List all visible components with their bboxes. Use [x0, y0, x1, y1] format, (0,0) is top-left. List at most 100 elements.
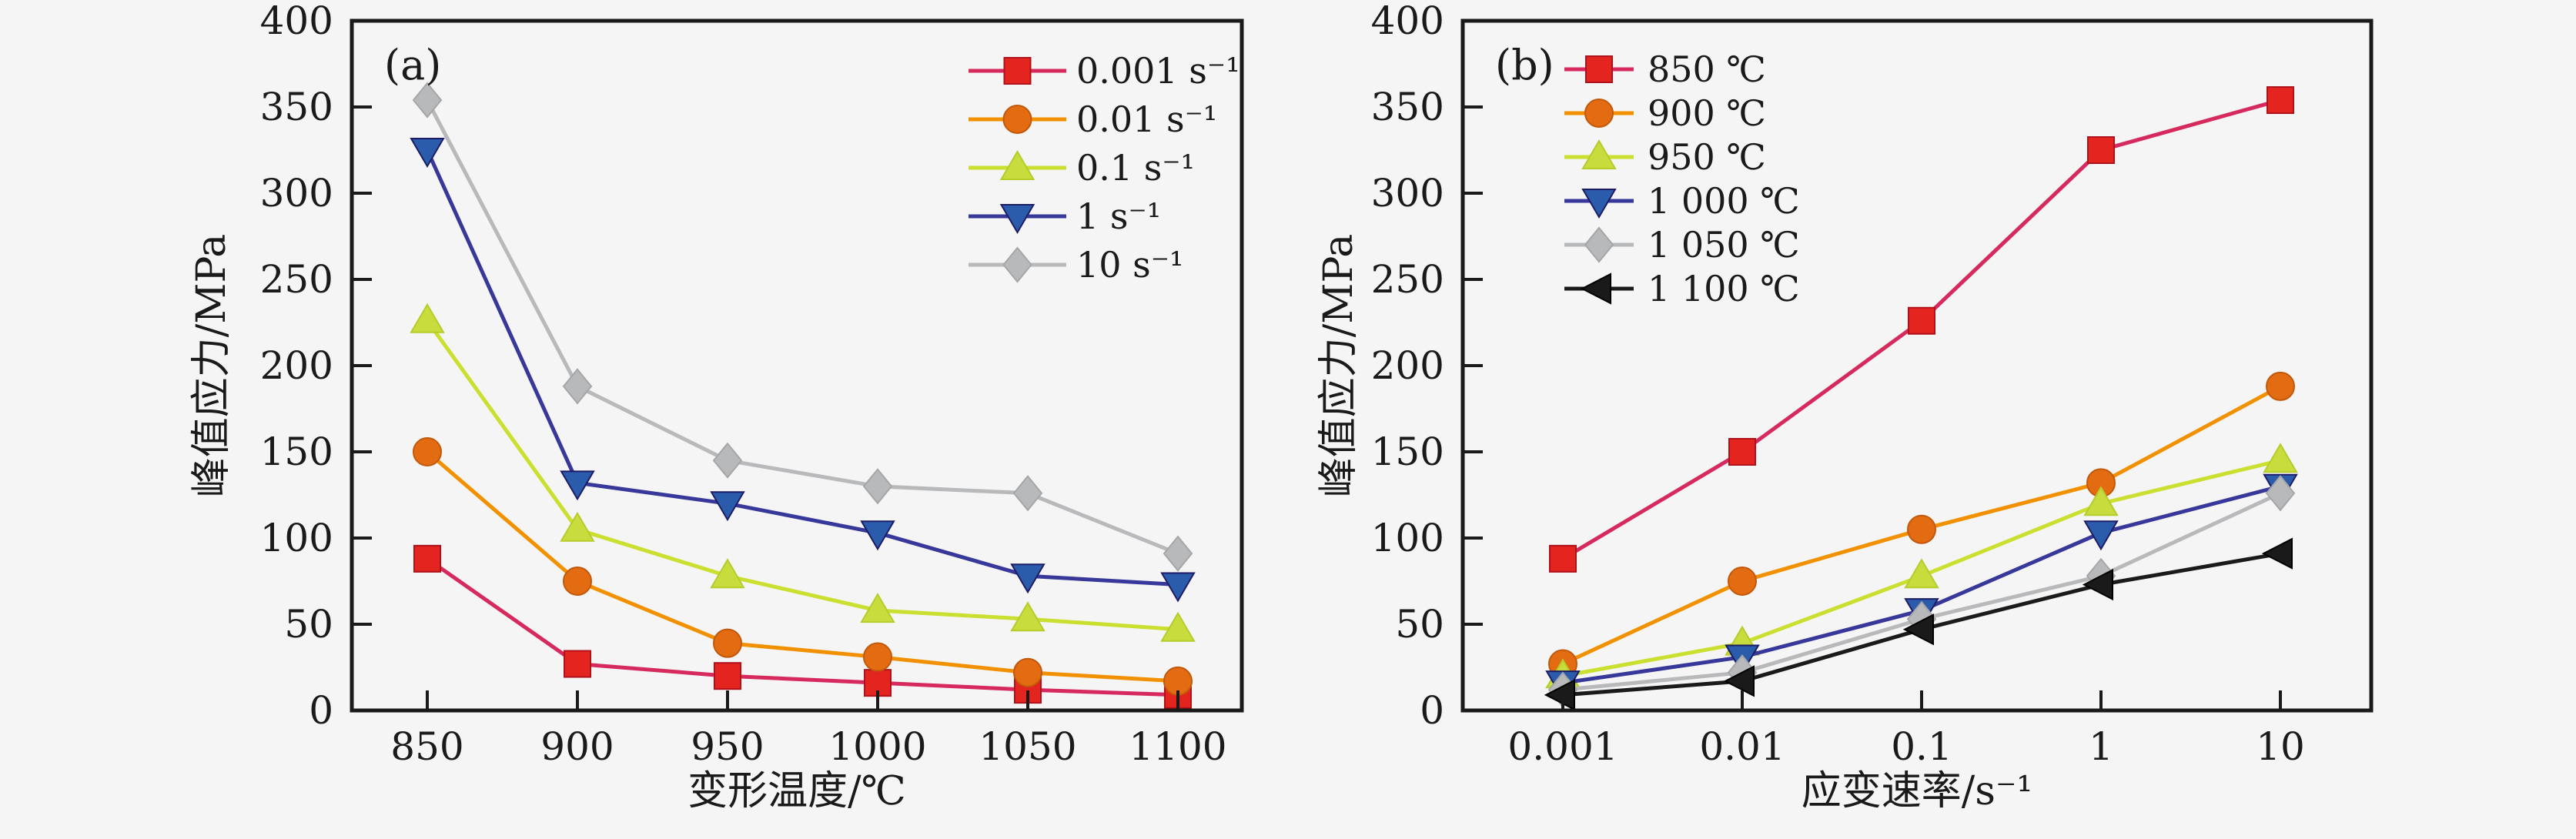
y-axis-title: 峰值应力/MPa: [1316, 234, 1362, 497]
y-tick-label: 400: [1371, 0, 1444, 43]
y-tick-label: 50: [284, 602, 333, 647]
x-tick-label: 1050: [979, 724, 1076, 769]
data-point-marker: [1728, 438, 1756, 466]
legend-item: 1 s⁻¹: [969, 196, 1161, 237]
y-tick-label: 250: [260, 257, 333, 302]
data-point-marker: [860, 520, 895, 551]
legend-marker: [999, 204, 1035, 234]
series-line: [426, 450, 1179, 684]
data-point-marker: [1908, 306, 1935, 335]
x-tick-label: 0.1: [1891, 724, 1952, 769]
series-line: [425, 149, 1179, 587]
y-tick-label: 150: [1371, 430, 1444, 474]
data-point-marker: [563, 567, 592, 596]
data-point-marker: [1902, 613, 1934, 646]
legend-label: 850 ℃: [1648, 48, 1766, 90]
y-tick-label: 250: [1371, 257, 1444, 302]
data-point-marker: [714, 662, 741, 690]
data-point-marker: [1160, 611, 1196, 642]
legend-marker: [1580, 272, 1611, 305]
y-tick-label: 350: [260, 85, 333, 129]
legend-label: 0.001 s⁻¹: [1076, 50, 1240, 92]
data-point-marker: [560, 511, 595, 542]
data-point-marker: [1160, 572, 1196, 603]
legend-item: 850 ℃: [1564, 48, 1766, 90]
y-tick-label: 100: [260, 516, 333, 560]
y-tick-label: 100: [1371, 516, 1444, 560]
legend-item: 0.001 s⁻¹: [969, 50, 1240, 92]
panel-label: (b): [1495, 41, 1554, 89]
x-tick-label: 850: [390, 724, 463, 769]
data-point-marker: [2083, 520, 2119, 551]
legend-label: 0.1 s⁻¹: [1076, 147, 1195, 189]
legend-item: 1 000 ℃: [1564, 180, 1800, 222]
legend-label: 1 100 ℃: [1648, 268, 1800, 309]
legend-label: 900 ℃: [1648, 92, 1766, 134]
data-point-marker: [1904, 558, 1939, 589]
x-tick-label: 10: [2256, 724, 2305, 769]
data-point-marker: [1723, 665, 1755, 697]
x-tick-label: 900: [540, 724, 614, 769]
y-tick-label: 0: [309, 688, 333, 733]
data-point-marker: [562, 368, 593, 405]
data-point-marker: [1728, 567, 1757, 596]
y-tick-label: 350: [1371, 85, 1444, 129]
panel-label: (a): [384, 41, 441, 89]
data-point-marker: [1549, 544, 1577, 573]
data-point-marker: [564, 650, 591, 678]
x-axis-title: 应变速率/s⁻¹: [1802, 768, 2033, 814]
data-point-marker: [410, 138, 445, 168]
legend-marker: [1585, 55, 1613, 83]
legend-marker: [1003, 57, 1032, 85]
legend-item: 10 s⁻¹: [969, 244, 1183, 286]
data-point-marker: [2261, 537, 2293, 570]
legend-item: 0.1 s⁻¹: [969, 147, 1195, 189]
legend-item: 1 100 ℃: [1564, 268, 1800, 309]
legend-marker: [1584, 226, 1614, 263]
data-point-marker: [713, 628, 742, 658]
data-point-marker: [410, 303, 445, 333]
legend-item: 950 ℃: [1564, 136, 1766, 178]
y-tick-label: 50: [1395, 602, 1444, 647]
data-point-marker: [863, 642, 892, 672]
x-tick-label: 0.01: [1699, 724, 1785, 769]
data-point-marker: [1907, 514, 1936, 544]
data-point-marker: [710, 491, 745, 522]
data-point-marker: [1013, 657, 1042, 687]
x-tick-label: 950: [691, 724, 764, 769]
y-tick-label: 300: [260, 171, 333, 216]
legend-label: 950 ℃: [1648, 136, 1766, 178]
data-point-marker: [413, 437, 442, 466]
legend-item: 900 ℃: [1564, 92, 1766, 134]
chart-panel-b: 0 50 100 150 200 250 300 350 400 0.001 0.01 0.1 1 10 应…: [1316, 0, 2374, 814]
x-axis-title: 变形温度/℃: [687, 768, 906, 814]
x-tick-label: 1000: [828, 724, 926, 769]
data-point-marker: [560, 470, 595, 501]
legend-item: 1 050 ℃: [1564, 224, 1800, 266]
legend: 0.001 s⁻¹ 0.01 s⁻¹ 0.1 s⁻¹ 1 s⁻¹ 10 s⁻¹: [969, 50, 1240, 286]
data-point-marker: [1012, 475, 1043, 512]
legend-label: 10 s⁻¹: [1076, 244, 1183, 286]
legend-label: 0.01 s⁻¹: [1076, 99, 1217, 140]
series-line: [425, 99, 1179, 556]
data-point-marker: [2266, 371, 2295, 401]
y-axis-title: 峰值应力/MPa: [189, 234, 235, 497]
legend-marker: [1584, 99, 1614, 128]
data-point-marker: [2263, 443, 2298, 473]
data-point-marker: [2265, 475, 2296, 512]
y-tick-label: 300: [1371, 171, 1444, 216]
data-point-marker: [712, 442, 743, 479]
y-tick-label: 400: [260, 0, 333, 43]
data-point-marker: [1010, 601, 1045, 632]
data-point-marker: [1163, 535, 1193, 572]
legend-marker: [1002, 246, 1032, 283]
data-point-marker: [2267, 86, 2294, 115]
legend-item: 0.01 s⁻¹: [969, 99, 1217, 140]
data-point-marker: [710, 558, 745, 589]
data-point-marker: [2082, 568, 2113, 601]
x-tick-label: 0.001: [1507, 724, 1618, 769]
y-tick-label: 150: [260, 430, 333, 474]
data-point-marker: [860, 593, 895, 623]
